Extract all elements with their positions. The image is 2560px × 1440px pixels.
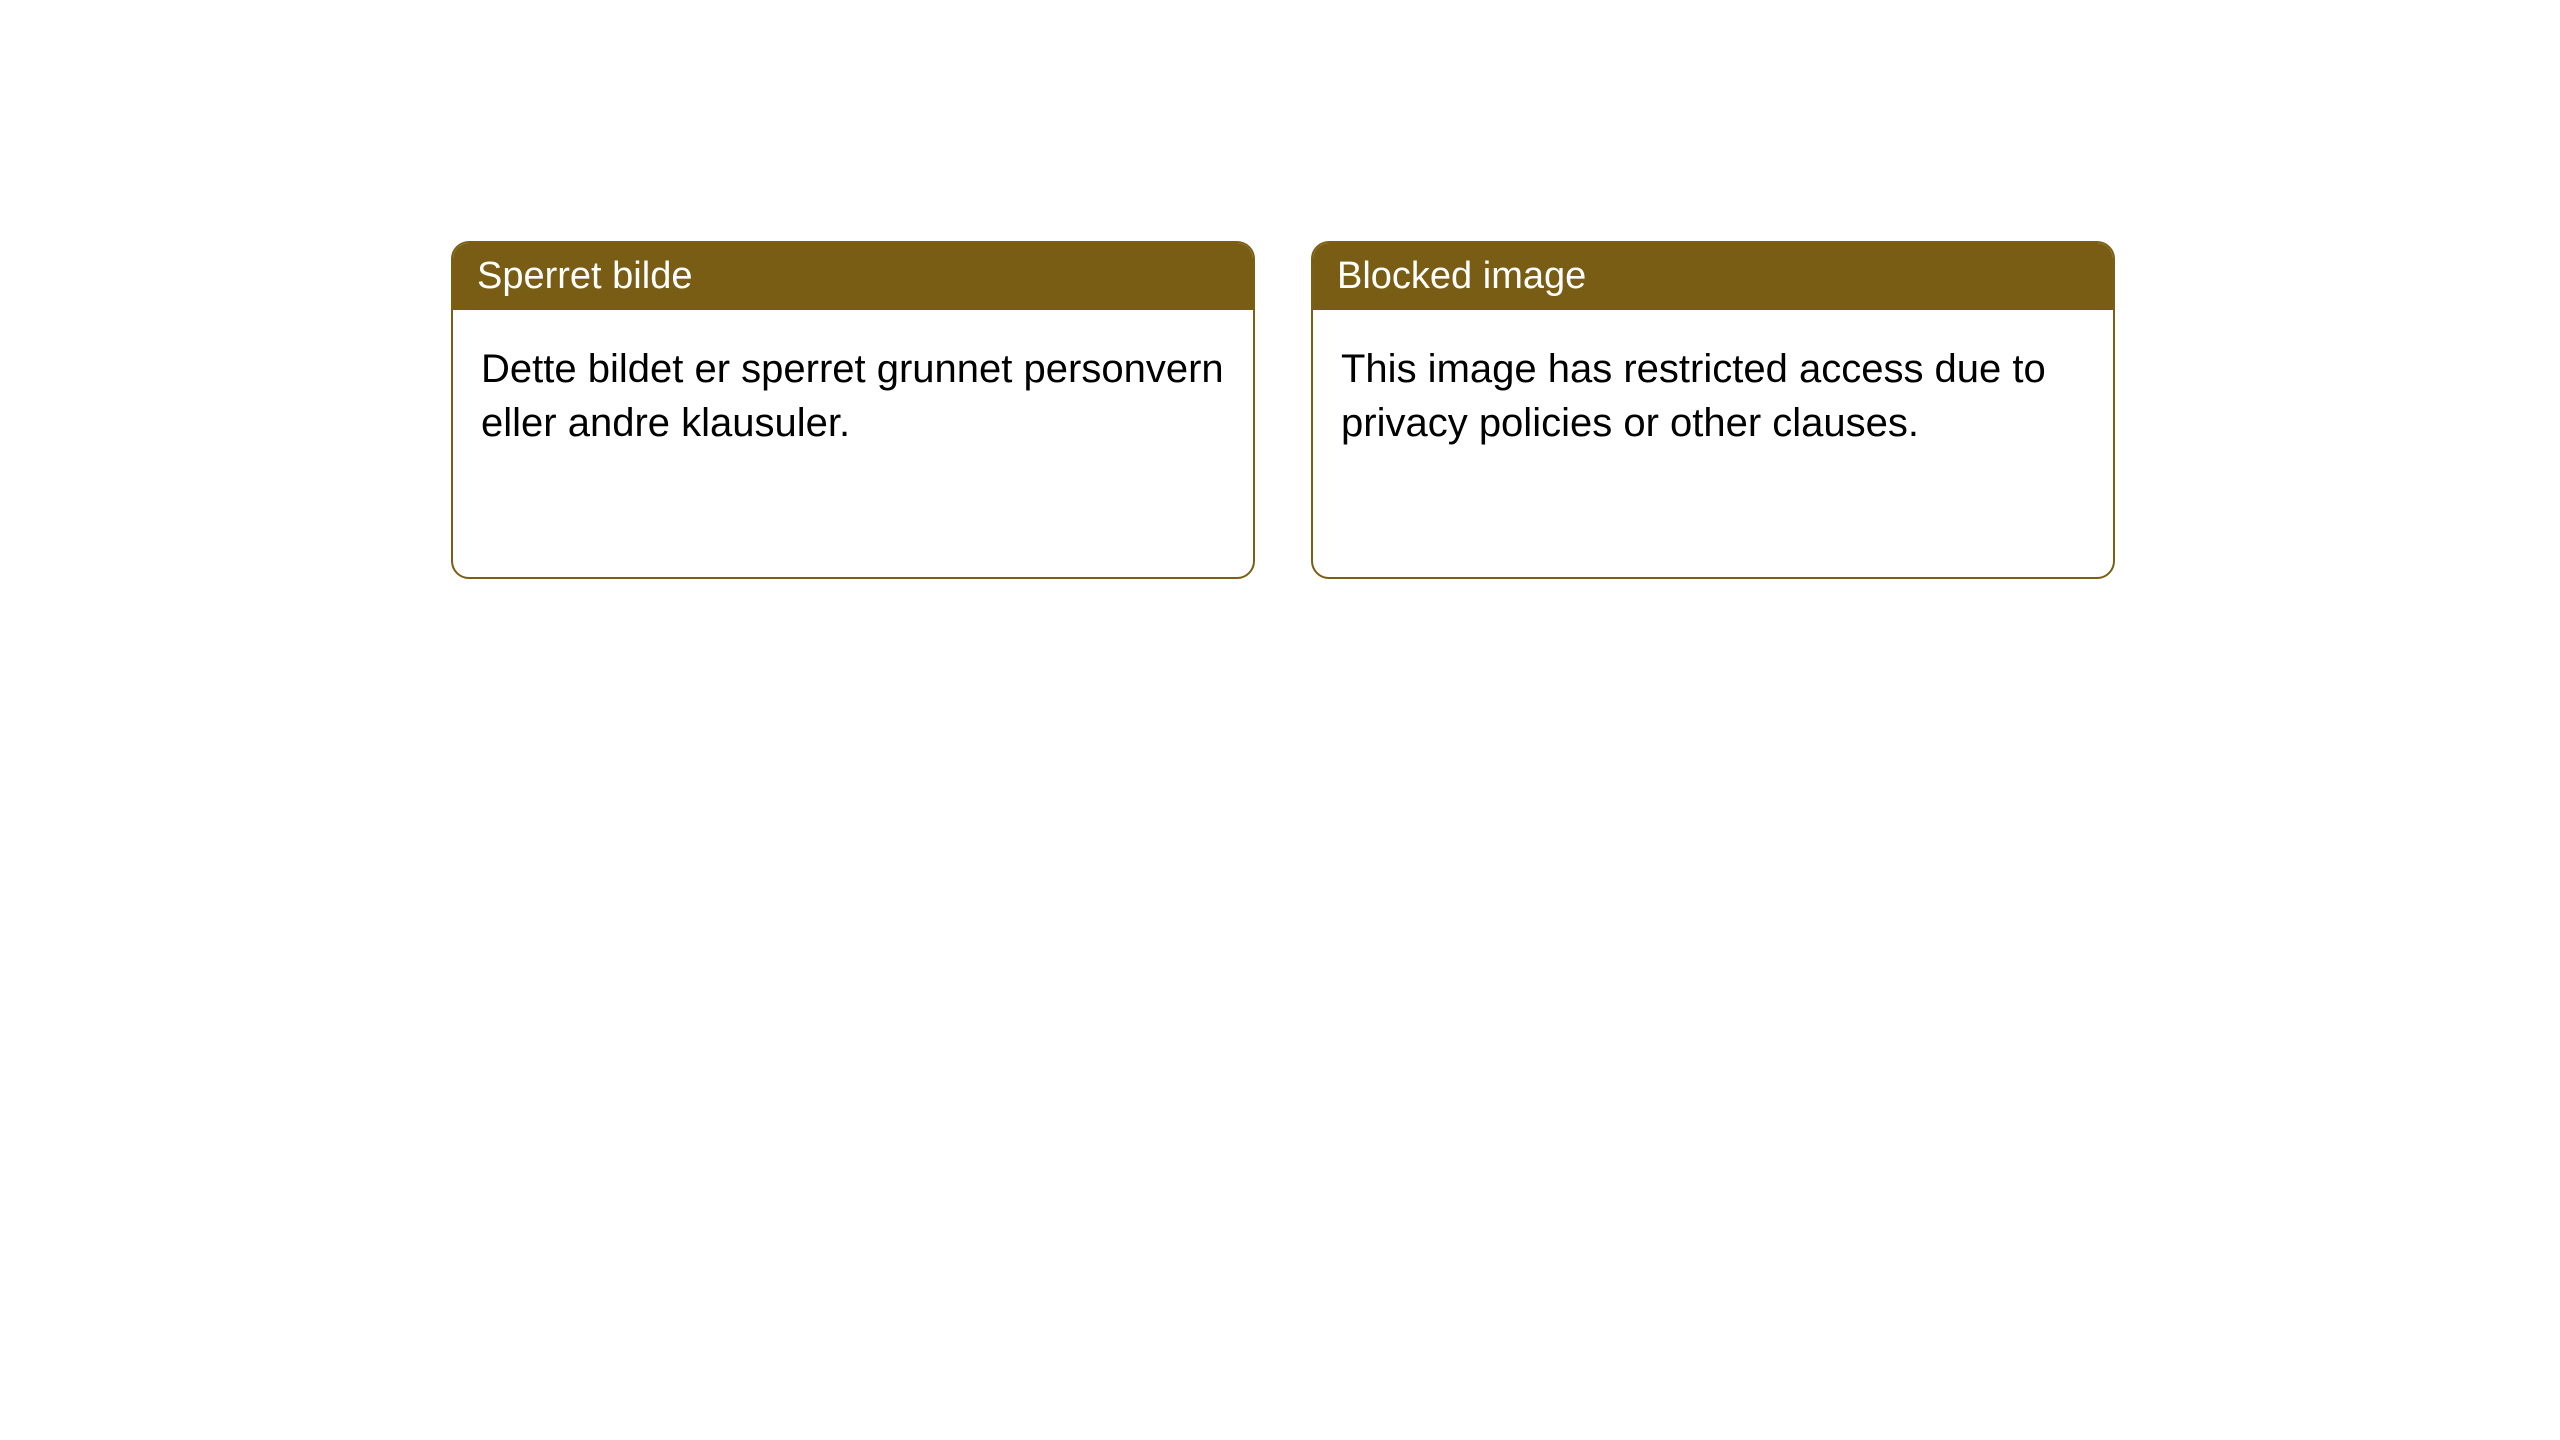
card-title: Sperret bilde: [477, 255, 692, 297]
card-body-text: This image has restricted access due to …: [1341, 347, 2046, 445]
card-header: Sperret bilde: [453, 243, 1253, 310]
card-body-text: Dette bildet er sperret grunnet personve…: [481, 347, 1224, 445]
cards-container: Sperret bilde Dette bildet er sperret gr…: [0, 0, 2560, 579]
card-header: Blocked image: [1313, 243, 2113, 310]
card-body: Dette bildet er sperret grunnet personve…: [453, 310, 1253, 482]
blocked-image-card-no: Sperret bilde Dette bildet er sperret gr…: [451, 241, 1255, 579]
card-title: Blocked image: [1337, 255, 1586, 297]
blocked-image-card-en: Blocked image This image has restricted …: [1311, 241, 2115, 579]
card-body: This image has restricted access due to …: [1313, 310, 2113, 482]
